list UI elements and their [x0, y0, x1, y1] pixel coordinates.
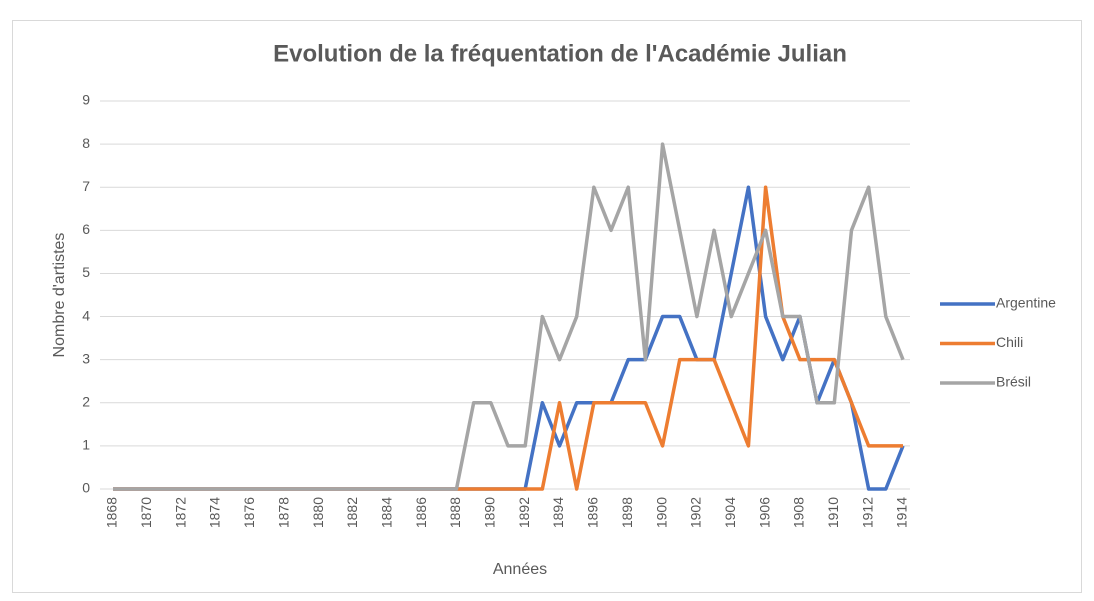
x-tick-label: 1890 [482, 497, 498, 528]
x-tick-label: 1876 [241, 497, 257, 528]
x-tick-label: 1886 [413, 497, 429, 528]
y-tick-label: 8 [82, 135, 90, 151]
x-tick-label: 1882 [344, 497, 360, 528]
legend-label: Chili [996, 334, 1023, 350]
x-tick-label: 1898 [619, 497, 635, 528]
x-tick-label: 1872 [172, 497, 188, 528]
x-tick-label: 1910 [825, 497, 841, 528]
y-tick-label: 4 [82, 307, 90, 323]
y-tick-label: 6 [82, 221, 90, 237]
x-tick-label: 1902 [688, 497, 704, 528]
x-tick-label: 1878 [275, 497, 291, 528]
y-tick-label: 9 [82, 92, 90, 108]
y-tick-label: 3 [82, 350, 90, 366]
y-tick-label: 0 [82, 480, 90, 496]
y-tick-label: 2 [82, 393, 90, 409]
y-axis-title: Nombre d'artistes [51, 233, 68, 358]
x-tick-label: 1874 [207, 497, 223, 528]
x-tick-label: 1868 [104, 497, 120, 528]
x-tick-label: 1908 [791, 497, 807, 528]
x-tick-label: 1900 [653, 497, 669, 528]
chart-area [12, 20, 1082, 593]
x-tick-label: 1884 [378, 497, 394, 528]
x-tick-label: 1904 [722, 497, 738, 528]
x-tick-label: 1906 [756, 497, 772, 528]
y-tick-label: 7 [82, 178, 90, 194]
x-tick-label: 1880 [310, 497, 326, 528]
legend-label: Argentine [996, 295, 1056, 311]
x-tick-label: 1912 [859, 497, 875, 528]
x-tick-label: 1896 [585, 497, 601, 528]
x-tick-label: 1888 [447, 497, 463, 528]
x-tick-label: 1892 [516, 497, 532, 528]
x-tick-label: 1870 [138, 497, 154, 528]
y-tick-label: 1 [82, 437, 90, 453]
x-tick-label: 1914 [894, 497, 910, 528]
chart-title: Evolution de la fréquentation de l'Acadé… [273, 40, 847, 67]
x-tick-label: 1894 [550, 497, 566, 528]
series-line [113, 142, 905, 491]
x-axis-title: Années [493, 561, 547, 578]
legend-label: Brésil [996, 374, 1031, 390]
y-tick-label: 5 [82, 264, 90, 280]
